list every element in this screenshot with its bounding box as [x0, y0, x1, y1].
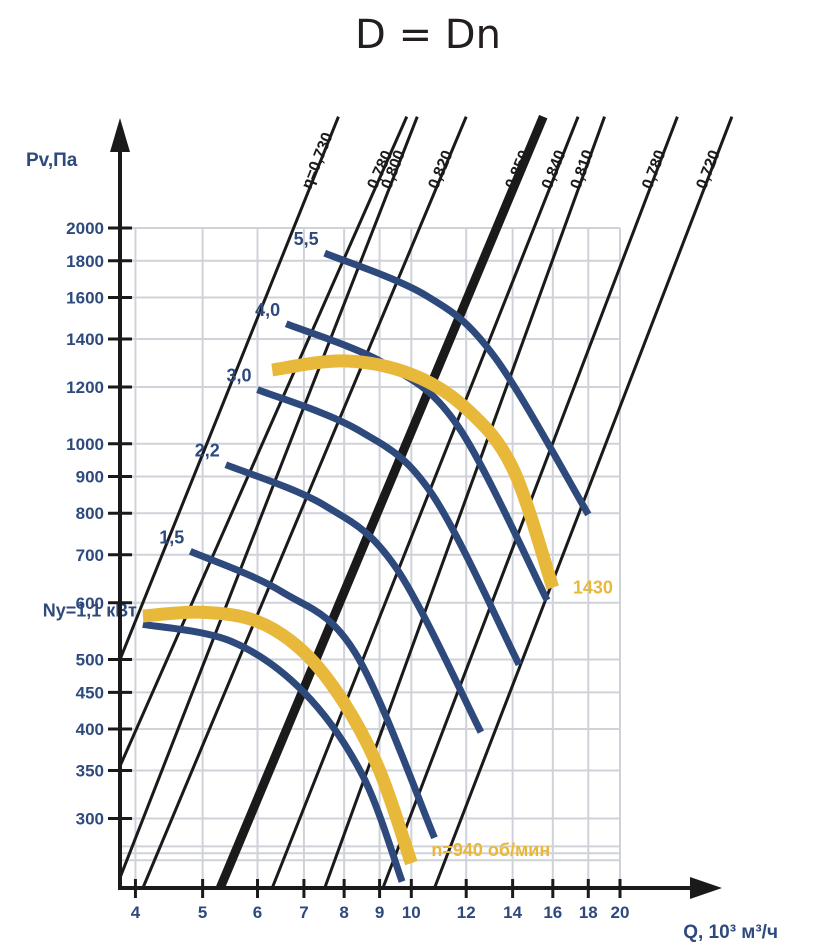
- x-tick-label: 7: [299, 903, 308, 922]
- power-curve: [323, 249, 592, 517]
- efficiency-line: [270, 116, 580, 889]
- y-tick-label: 400: [76, 720, 104, 739]
- y-tick-label: 1800: [66, 252, 104, 271]
- y-axis-arrow: [110, 118, 130, 152]
- speed-curve: [271, 354, 559, 590]
- ticks: 300 350 400 450 500 600 700 800 900 1000 1200 1400 1…: [66, 219, 629, 922]
- power-curves: Ny=1,1 кВт 1,5 2,2 3,0 4,0 5,5: [43, 229, 592, 883]
- x-tick-label: 9: [375, 903, 384, 922]
- y-tick-label: 500: [76, 651, 104, 670]
- speed-curves: n=940 об/мин 1430: [142, 354, 613, 866]
- power-curve: [256, 386, 523, 667]
- power-label: 2,2: [195, 441, 220, 461]
- y-tick-label: 700: [76, 546, 104, 565]
- y-tick-label: 350: [76, 762, 104, 781]
- efficiency-line: [216, 115, 548, 890]
- speed-curve: [142, 605, 418, 866]
- efficiency-label: 0,720: [693, 148, 723, 192]
- efficiency-label: 0,780: [639, 148, 669, 192]
- axes: [110, 118, 722, 899]
- y-tick-label: 600: [76, 594, 104, 613]
- efficiency-label: 0,840: [539, 148, 570, 192]
- efficiency-line: [118, 116, 409, 767]
- power-curve: [188, 548, 438, 840]
- y-tick-label: 800: [76, 504, 104, 523]
- power-label: 1,5: [159, 527, 184, 547]
- efficiency-line: [323, 116, 606, 889]
- y-tick-label: 300: [76, 810, 104, 829]
- speed-label: n=940 об/мин: [431, 840, 550, 860]
- efficiency-label: 0,820: [425, 148, 456, 192]
- grid: [120, 227, 621, 888]
- y-tick-label: 450: [76, 683, 104, 702]
- x-axis-label: Q, 10³ м³/ч: [683, 922, 778, 943]
- efficiency-line: [141, 116, 468, 889]
- power-label: 5,5: [294, 229, 319, 249]
- y-tick-label: 1200: [66, 378, 104, 397]
- x-tick-label: 4: [131, 903, 141, 922]
- x-axis-arrow: [690, 877, 722, 899]
- x-tick-label: 20: [611, 903, 630, 922]
- x-tick-label: 18: [579, 903, 598, 922]
- x-tick-label: 12: [457, 903, 476, 922]
- power-curve: [284, 320, 551, 602]
- y-tick-label: 2000: [66, 219, 104, 238]
- y-tick-label: 900: [76, 468, 104, 487]
- x-tick-label: 8: [339, 903, 348, 922]
- y-tick-label: 1000: [66, 435, 104, 454]
- speed-label: 1430: [573, 578, 613, 598]
- efficiency-line: [118, 116, 419, 879]
- x-tick-label: 6: [253, 903, 262, 922]
- x-tick-label: 10: [402, 903, 421, 922]
- x-tick-label: 14: [503, 903, 522, 922]
- efficiency-line: [118, 116, 340, 661]
- efficiency-label: 0,810: [568, 148, 598, 192]
- efficiency-label: η=0,730: [299, 130, 337, 191]
- y-tick-label: 1600: [66, 288, 104, 307]
- x-tick-label: 16: [543, 903, 562, 922]
- efficiency-label: 0,850: [503, 148, 534, 192]
- y-axis-label: Pv,Па: [26, 150, 78, 171]
- power-curve: [224, 461, 485, 734]
- x-tick-label: 5: [198, 903, 207, 922]
- power-label: 3,0: [226, 366, 251, 386]
- power-label: Ny=1,1 кВт: [43, 600, 137, 620]
- chart-title: D = Dn: [355, 12, 501, 58]
- y-tick-label: 1400: [66, 330, 104, 349]
- power-curve: [142, 620, 406, 883]
- power-label: 4,0: [255, 300, 280, 320]
